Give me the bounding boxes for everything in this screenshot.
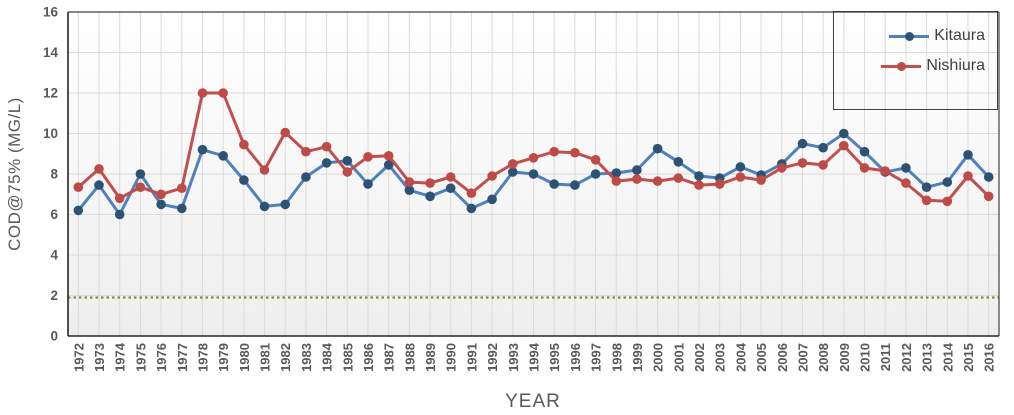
svg-text:1985: 1985 bbox=[340, 343, 355, 372]
svg-text:6: 6 bbox=[50, 207, 58, 222]
svg-text:2015: 2015 bbox=[961, 343, 976, 372]
svg-text:1997: 1997 bbox=[589, 343, 604, 372]
svg-text:1977: 1977 bbox=[175, 343, 190, 372]
legend-label-nishiura: Nishiura bbox=[926, 57, 985, 74]
kitaura-marker-icon bbox=[904, 31, 914, 41]
svg-text:1974: 1974 bbox=[113, 342, 128, 372]
svg-text:1990: 1990 bbox=[444, 343, 459, 372]
svg-text:1996: 1996 bbox=[568, 343, 583, 372]
svg-text:0: 0 bbox=[50, 329, 58, 344]
svg-text:2014: 2014 bbox=[940, 342, 955, 372]
svg-text:2002: 2002 bbox=[692, 343, 707, 372]
svg-text:2000: 2000 bbox=[651, 343, 666, 372]
legend-item-nishiura[interactable]: Nishiura bbox=[834, 51, 997, 81]
y-axis-title: COD@75% (MG/L) bbox=[5, 97, 24, 251]
svg-text:4: 4 bbox=[50, 248, 58, 263]
svg-text:10: 10 bbox=[43, 126, 58, 141]
svg-text:1972: 1972 bbox=[71, 343, 86, 372]
svg-text:2: 2 bbox=[50, 288, 58, 303]
x-axis-title: YEAR bbox=[505, 391, 561, 412]
x-axis-labels: 1972 1973 1974 1975 1976 1977 1978 1979 1980 1981… bbox=[71, 342, 996, 372]
svg-text:1982: 1982 bbox=[278, 343, 293, 372]
svg-text:16: 16 bbox=[43, 5, 59, 20]
svg-text:1976: 1976 bbox=[154, 343, 169, 372]
svg-text:2011: 2011 bbox=[878, 343, 893, 371]
svg-text:8: 8 bbox=[50, 167, 58, 182]
svg-text:1973: 1973 bbox=[92, 343, 107, 372]
svg-text:1975: 1975 bbox=[133, 343, 148, 372]
svg-text:1991: 1991 bbox=[464, 343, 479, 372]
svg-text:1980: 1980 bbox=[237, 343, 252, 372]
y-axis-labels: 0 2 4 6 8 10 12 14 16 bbox=[43, 5, 59, 344]
svg-text:2009: 2009 bbox=[837, 343, 852, 372]
svg-text:1992: 1992 bbox=[485, 343, 500, 372]
svg-text:2006: 2006 bbox=[775, 343, 790, 372]
svg-text:1993: 1993 bbox=[506, 343, 521, 372]
svg-text:2010: 2010 bbox=[858, 343, 873, 372]
svg-text:1988: 1988 bbox=[402, 343, 417, 372]
svg-text:2001: 2001 bbox=[671, 343, 686, 372]
svg-text:1983: 1983 bbox=[299, 343, 314, 372]
series-nishiura bbox=[73, 88, 994, 207]
svg-text:2008: 2008 bbox=[816, 343, 831, 372]
svg-text:1979: 1979 bbox=[216, 343, 231, 372]
svg-text:2005: 2005 bbox=[754, 343, 769, 372]
svg-text:2007: 2007 bbox=[795, 343, 810, 372]
nishiura-marker-icon bbox=[896, 61, 906, 71]
legend: Kitaura Nishiura bbox=[833, 11, 998, 110]
svg-text:2012: 2012 bbox=[899, 343, 914, 372]
svg-text:2013: 2013 bbox=[920, 343, 935, 372]
legend-label-kitaura: Kitaura bbox=[934, 27, 985, 44]
svg-text:14: 14 bbox=[43, 45, 59, 60]
svg-text:1989: 1989 bbox=[423, 343, 438, 372]
legend-item-kitaura[interactable]: Kitaura bbox=[834, 21, 997, 51]
nishiura-legend-sample bbox=[881, 61, 922, 71]
svg-text:1999: 1999 bbox=[630, 343, 645, 372]
svg-text:1978: 1978 bbox=[195, 343, 210, 372]
svg-text:2016: 2016 bbox=[982, 343, 997, 372]
svg-text:1995: 1995 bbox=[547, 343, 562, 372]
svg-text:12: 12 bbox=[43, 86, 58, 101]
svg-text:1998: 1998 bbox=[609, 343, 624, 372]
axes bbox=[67, 12, 999, 337]
svg-text:1981: 1981 bbox=[258, 343, 273, 372]
svg-text:1994: 1994 bbox=[527, 342, 542, 372]
svg-text:2004: 2004 bbox=[733, 342, 748, 372]
svg-text:1984: 1984 bbox=[320, 342, 335, 372]
kitaura-legend-sample bbox=[889, 31, 930, 41]
plot-border bbox=[68, 11, 1000, 336]
svg-text:1986: 1986 bbox=[361, 343, 376, 372]
svg-text:1987: 1987 bbox=[382, 343, 397, 372]
svg-text:2003: 2003 bbox=[713, 343, 728, 372]
